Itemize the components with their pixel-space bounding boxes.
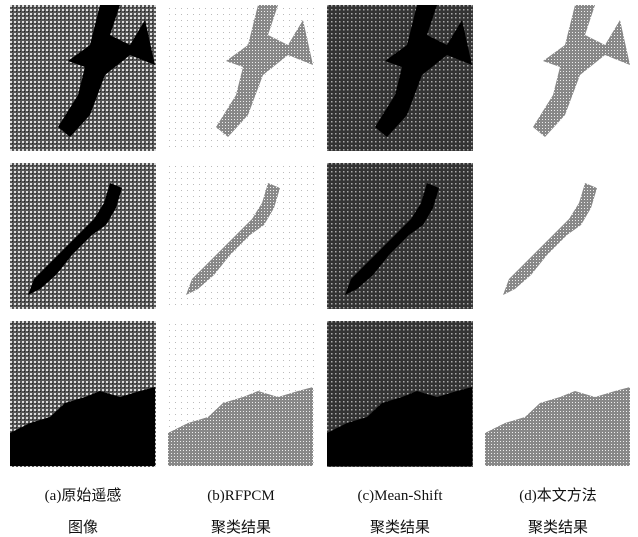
image-tile xyxy=(327,163,473,309)
image-tile xyxy=(10,321,156,467)
caption-line: (c)Mean-Shift xyxy=(358,488,444,504)
image-grid xyxy=(10,5,631,467)
caption-line: 聚类结果 xyxy=(211,519,271,536)
image-tile xyxy=(485,5,631,151)
image-tile xyxy=(10,163,156,309)
image-tile xyxy=(10,5,156,151)
image-tile xyxy=(168,5,314,151)
figure: (a)原始遥感图像 (b)RFPCM 聚类结果 (c)Mean-Shift 聚类结果 (d… xyxy=(0,0,638,537)
image-tile xyxy=(327,5,473,151)
image-tile xyxy=(168,321,314,467)
figure-canvas: (a)原始遥感图像 (b)RFPCM 聚类结果 (c)Mean-Shift 聚类结果 (d… xyxy=(0,0,638,537)
caption-line: 聚类结果 xyxy=(528,519,588,536)
image-tile xyxy=(327,321,473,467)
image-tile xyxy=(485,163,631,309)
caption-line: (b)RFPCM xyxy=(207,488,275,504)
image-tile xyxy=(168,163,314,309)
caption-line: 聚类结果 xyxy=(370,519,430,536)
caption-line: (d)本文方法 xyxy=(519,487,597,504)
caption-line: (a)原始遥感 xyxy=(45,487,122,504)
caption-line: 图像 xyxy=(68,519,98,536)
image-tile xyxy=(485,321,631,467)
